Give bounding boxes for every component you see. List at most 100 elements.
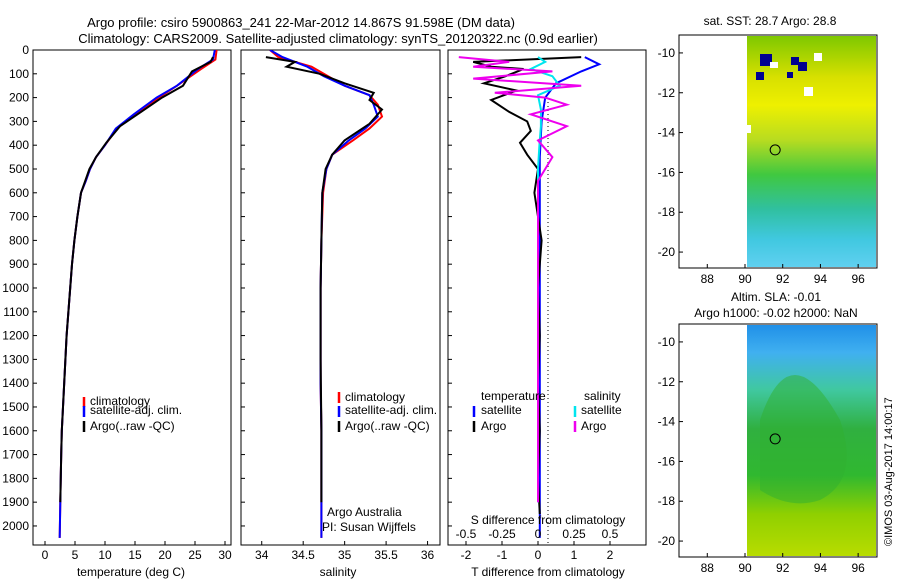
salinity-legend-climatology: climatology <box>345 390 405 404</box>
map-x-tick-label: 90 <box>738 272 752 286</box>
x-tick-label: 5 <box>72 548 79 562</box>
sst-land-patch <box>787 72 793 78</box>
salinity-footer-org: Argo Australia <box>327 505 402 519</box>
x-tick-label: 35.5 <box>374 548 398 562</box>
x-tick-label: 0 <box>535 548 542 562</box>
temperature-legend: climatology satellite-adj. clim. Argo(..… <box>82 394 182 433</box>
legend-temperature-title: temperature <box>481 389 546 403</box>
imos-watermark: ©IMOS 03-Aug-2017 14:00:17 <box>883 397 895 546</box>
depth-tick-label: 100 <box>9 67 29 81</box>
sst-land-patch <box>756 72 764 80</box>
map-y-tick-label: -14 <box>658 126 676 140</box>
x-tick-label: 25 <box>188 548 202 562</box>
depth-tick-label: 600 <box>9 186 29 200</box>
sst-cloud-gap <box>804 87 813 96</box>
salinity-legend: climatology satellite-adj. clim. Argo(..… <box>337 390 437 433</box>
x-tick-label: 30 <box>218 548 232 562</box>
map-y-tick-label: -16 <box>658 454 676 468</box>
x-tick-label: -1 <box>497 548 508 562</box>
legend-sal-argo: Argo <box>581 419 607 433</box>
depth-tick-label: 1200 <box>2 329 29 343</box>
float-position-marker <box>769 433 781 445</box>
sst-land-patch <box>760 54 772 66</box>
map-x-tick-label: 96 <box>851 272 865 286</box>
salinity-legend-argo: Argo(..raw -QC) <box>345 419 430 433</box>
depth-tick-label: 1400 <box>2 376 29 390</box>
map-y-tick-label: -20 <box>658 245 676 259</box>
depth-tick-label: 700 <box>9 210 29 224</box>
x-tick-label: 34 <box>255 548 269 562</box>
s-diff-tick-label: 0 <box>535 527 542 541</box>
map-y-tick-label: -10 <box>658 335 676 349</box>
salinity-legend-satellite: satellite-adj. clim. <box>345 403 437 417</box>
depth-tick-label: 400 <box>9 138 29 152</box>
s-diff-tick-label: -0.25 <box>488 527 516 541</box>
series-salinity-argo-line <box>458 56 582 503</box>
sst-cloud-gap <box>747 125 751 133</box>
sst-cloud-gap <box>814 53 822 61</box>
legend-temp-satellite: satellite <box>481 403 522 417</box>
header-title-line1: Argo profile: csiro 5900863_241 22-Mar-2… <box>87 15 515 30</box>
map-x-tick-label: 94 <box>814 272 828 286</box>
sst-cloud-gap <box>770 62 778 68</box>
map-y-tick-label: -14 <box>658 415 676 429</box>
x-tick-label: 2 <box>607 548 614 562</box>
x-tick-label: 35 <box>338 548 352 562</box>
difference-axes-frame <box>447 49 647 546</box>
t-difference-label: T difference from climatology <box>471 565 625 579</box>
map-y-tick-label: -10 <box>658 46 676 60</box>
depth-tick-label: 1600 <box>2 424 29 438</box>
s-diff-tick-label: 0.25 <box>562 527 586 541</box>
sst-land-patch <box>791 57 799 65</box>
sla-eddy-contour <box>760 375 847 504</box>
temperature-axis-label: temperature (deg C) <box>77 565 185 579</box>
temperature-legend-climatology: climatology <box>90 394 150 408</box>
temperature-axes-frame <box>32 49 232 546</box>
depth-tick-label: 2000 <box>2 519 29 533</box>
temperature-panel: 0 5 10 15 20 25 30 0 100 200 300 400 500 600 700 800 90… <box>2 43 232 579</box>
salinity-axes-frame <box>240 49 441 546</box>
depth-tick-label: 900 <box>9 257 29 271</box>
sst-map-title: sat. SST: 28.7 Argo: 28.8 <box>704 14 837 28</box>
depth-tick-label: 1800 <box>2 471 29 485</box>
map-y-tick-label: -16 <box>658 165 676 179</box>
x-tick-label: 36 <box>421 548 435 562</box>
float-position-marker <box>769 144 781 156</box>
salinity-axis-label: salinity <box>320 565 357 579</box>
depth-tick-label: 1000 <box>2 281 29 295</box>
salinity-panel: 34 34.5 35 35.5 36 salinity climatology sate… <box>240 49 441 579</box>
map-y-tick-label: -12 <box>658 86 676 100</box>
salinity-footer-pi: PI: Susan Wijffels <box>322 520 416 534</box>
sst-data-field <box>747 36 876 267</box>
map-x-tick-label: 90 <box>738 561 752 575</box>
depth-tick-label: 1700 <box>2 448 29 462</box>
map-y-tick-label: -18 <box>658 205 676 219</box>
depth-tick-label: 300 <box>9 114 29 128</box>
header-title-line2: Climatology: CARS2009. Satellite-adjuste… <box>78 31 598 46</box>
sst-land-patch <box>798 62 807 71</box>
depth-tick-label: 200 <box>9 91 29 105</box>
map-x-tick-label: 94 <box>814 561 828 575</box>
map-x-tick-label: 92 <box>776 272 790 286</box>
map-y-tick-label: -12 <box>658 375 676 389</box>
temperature-legend-argo: Argo(..raw -QC) <box>90 419 175 433</box>
sst-map-panel: sat. SST: 28.7 Argo: 28.8 88 90 92 94 96 -10 -… <box>658 14 878 286</box>
depth-tick-label: 500 <box>9 162 29 176</box>
legend-sal-satellite: satellite <box>581 403 622 417</box>
s-difference-label: S difference from climatology <box>471 513 626 527</box>
map-x-tick-label: 88 <box>701 272 715 286</box>
map-x-tick-label: 88 <box>701 561 715 575</box>
x-tick-label: 20 <box>158 548 172 562</box>
sla-map-title-line2: Argo h1000: -0.02 h2000: NaN <box>694 306 857 320</box>
x-tick-label: -2 <box>461 548 472 562</box>
legend-salinity-title: salinity <box>584 389 621 403</box>
x-tick-label: 34.5 <box>292 548 316 562</box>
sla-map-title-line1: Altim. SLA: -0.01 <box>731 290 821 304</box>
x-tick-label: 1 <box>571 548 578 562</box>
series-argo-raw-qc--line <box>59 56 214 503</box>
map-y-tick-label: -20 <box>658 534 676 548</box>
temperature-legend-satellite: satellite-adj. clim. <box>90 403 182 417</box>
map-y-tick-label: -18 <box>658 494 676 508</box>
legend-temp-argo: Argo <box>481 419 507 433</box>
depth-tick-label: 1900 <box>2 495 29 509</box>
